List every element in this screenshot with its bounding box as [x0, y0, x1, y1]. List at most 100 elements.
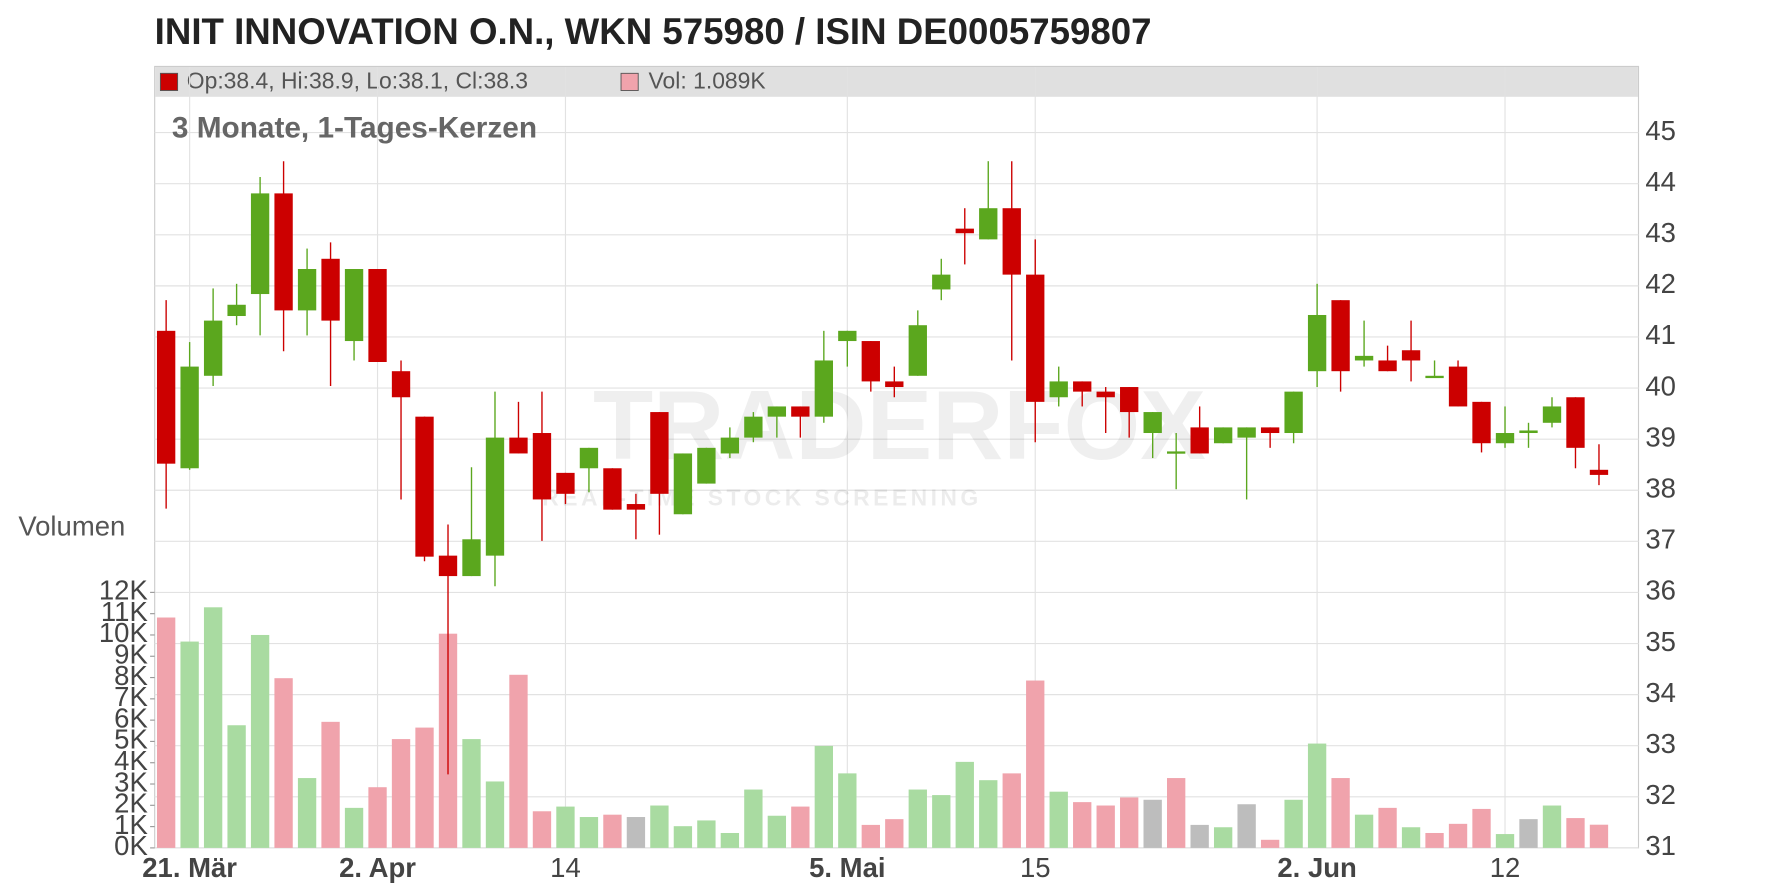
x-tick-label: 14: [550, 852, 581, 883]
candle-body: [438, 555, 458, 577]
y-tick-label: 36: [1645, 575, 1676, 606]
volume-bar: [579, 817, 599, 848]
volume-bar: [1448, 823, 1468, 848]
volume-bar: [1120, 797, 1139, 848]
volume-bar: [368, 787, 387, 848]
candle-body: [156, 330, 176, 464]
y-tick-label: 34: [1645, 677, 1676, 708]
candle-body: [1237, 427, 1256, 438]
y-tick-label: 35: [1645, 626, 1676, 657]
candle-body: [462, 539, 481, 577]
volume-bar: [767, 815, 787, 848]
volume-bar: [274, 678, 293, 848]
volume-bar: [1307, 743, 1327, 848]
volume-bar: [626, 817, 646, 848]
volume-bar: [203, 607, 223, 848]
volume-bar: [250, 634, 270, 848]
candle-body: [1026, 274, 1045, 402]
candle-body: [1167, 451, 1186, 454]
candle-body: [1495, 433, 1515, 444]
volume-bar: [955, 761, 974, 848]
y-tick-label: 40: [1645, 370, 1676, 401]
volume-bar: [1049, 791, 1068, 848]
volume-bar: [156, 617, 176, 848]
volume-bar: [485, 781, 505, 848]
candle-body: [321, 258, 340, 321]
candle-body: [1143, 412, 1162, 434]
x-tick-label: 15: [1020, 852, 1051, 883]
x-tick-label: 2. Jun: [1277, 852, 1356, 883]
volume-bar: [861, 824, 880, 848]
volume-bar: [1213, 827, 1233, 848]
candle-body: [814, 360, 834, 417]
volume-bar: [532, 811, 552, 848]
candle-body: [955, 228, 974, 234]
volume-bar: [1096, 805, 1115, 848]
candle-body: [509, 437, 528, 454]
volume-bar: [838, 773, 857, 848]
volume-tick-label: 12K: [99, 575, 149, 606]
volume-bar: [908, 789, 927, 848]
candle-body: [1589, 469, 1609, 475]
volume-swatch: [620, 72, 639, 91]
candle-body: [297, 269, 317, 311]
candle-body: [1284, 391, 1303, 434]
volume-tick-label: 9K: [114, 639, 148, 670]
y-tick-label: 33: [1645, 728, 1676, 759]
candle-body: [1542, 406, 1562, 423]
volume-info: Vol: 1.089K: [649, 68, 767, 94]
candle-body: [1425, 375, 1444, 379]
candle-body: [579, 447, 599, 469]
candle-body: [227, 304, 246, 317]
volume-tick-label: 2K: [114, 788, 148, 819]
volume-tick-label: 0K: [114, 830, 148, 861]
candle-body: [1566, 397, 1585, 448]
volume-bar: [227, 725, 246, 848]
candle-body: [720, 437, 740, 454]
candle-body: [1401, 350, 1421, 361]
volume-axis-title: Volumen: [18, 510, 125, 541]
volume-tick-label: 11K: [101, 596, 149, 627]
volume-bar: [673, 826, 693, 848]
volume-tick-label: 4K: [114, 745, 148, 776]
volume-bars: [156, 607, 1609, 848]
candle-body: [203, 320, 223, 376]
volume-bar: [556, 806, 575, 848]
candle-body: [626, 504, 646, 510]
volume-bar: [1519, 819, 1538, 848]
candle-body: [908, 325, 927, 376]
volume-bar: [932, 795, 951, 848]
volume-bar: [791, 806, 810, 848]
volume-bar: [1002, 773, 1021, 848]
info-bar: [155, 67, 1638, 97]
candle-body: [1448, 366, 1468, 407]
candle-body: [344, 269, 364, 342]
volume-bar: [1237, 804, 1256, 848]
y-tick-label: 44: [1645, 166, 1676, 197]
candle-body: [1190, 427, 1209, 454]
x-tick-label: 12: [1490, 852, 1521, 883]
volume-bar: [1566, 818, 1585, 848]
volume-bar: [650, 805, 669, 848]
candle-body: [415, 416, 434, 557]
candle-body: [791, 406, 810, 417]
candle-body: [744, 416, 763, 438]
volume-bar: [321, 721, 340, 848]
volume-tick-label: 6K: [114, 702, 148, 733]
candle-body: [885, 381, 904, 388]
candle-body: [1307, 314, 1327, 372]
candle-body: [1260, 427, 1280, 434]
volume-tick-label: 7K: [114, 681, 148, 712]
y-tick-label: 31: [1645, 830, 1676, 861]
chart-title: INIT INNOVATION O.N., WKN 575980 / ISIN …: [155, 11, 1152, 52]
volume-tick-label: 3K: [114, 766, 148, 797]
volume-bar: [509, 674, 528, 848]
candle-body: [861, 341, 880, 382]
volume-tick-label: 5K: [114, 724, 148, 755]
y-tick-label: 45: [1645, 115, 1676, 146]
candle-body: [532, 433, 552, 500]
candle-body: [1096, 391, 1115, 398]
candle-body: [1120, 387, 1139, 413]
candle-body: [1331, 300, 1350, 372]
volume-bar: [1190, 824, 1209, 848]
